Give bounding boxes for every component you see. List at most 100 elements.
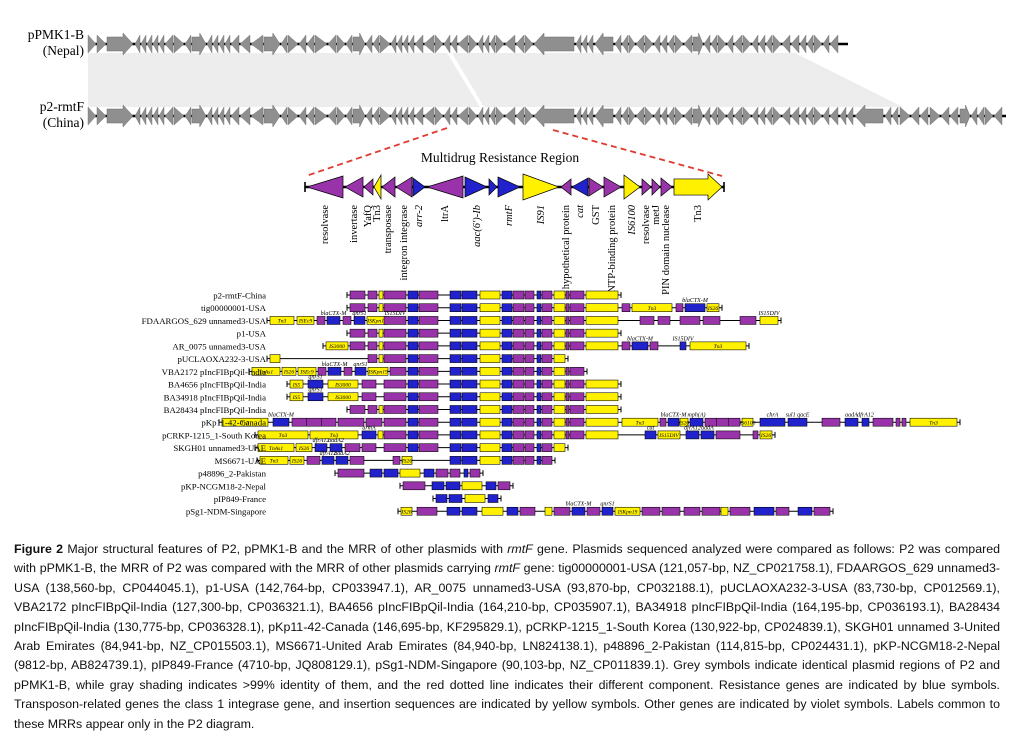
gene-block [449, 328, 462, 338]
identity-shading [88, 53, 480, 107]
gene-arrow [594, 32, 614, 56]
gene-block [512, 316, 525, 325]
gene-block [367, 354, 378, 363]
gene-block [407, 417, 419, 427]
gene-block [759, 430, 773, 440]
gene-arrow [733, 34, 743, 54]
gene-block [553, 417, 566, 427]
gene-arrow [477, 34, 484, 54]
gene-block [571, 506, 586, 516]
gene-small-label: Tn3 [330, 433, 339, 439]
gene-block [297, 367, 317, 376]
gene-arrow [443, 34, 451, 54]
gene-block [449, 316, 462, 325]
gene-block [407, 328, 419, 338]
gene-block [614, 506, 641, 516]
gene-block [383, 468, 399, 478]
gene-block [565, 316, 570, 325]
mrr-gene-label: NTP-binding protein [607, 204, 618, 293]
gene-block [418, 405, 439, 414]
mrr-gene-label: cat [575, 204, 586, 218]
gene-block [349, 341, 366, 351]
gene-arrow [781, 34, 791, 54]
gene-small-label: IS6100 [739, 421, 756, 427]
gene-small-label: Tn3 [714, 344, 723, 350]
gene-block [553, 443, 566, 452]
gene-arrow [581, 106, 588, 126]
gene-arrow [829, 34, 839, 54]
gene-arrow [106, 32, 134, 56]
gene-arrow [250, 34, 264, 54]
plasmid-row: IS3000 blaCTX-M IS15DIV Tn3 AR_0075 unnamed3… [172, 336, 750, 351]
gene-block [501, 341, 513, 351]
mrr-gene-arrow [660, 177, 673, 197]
mrr-connector-dash [552, 129, 723, 177]
gene-block [400, 506, 413, 516]
gene-small-label: IS26 [707, 306, 718, 312]
gene-block [553, 290, 566, 300]
gene-block [487, 494, 499, 503]
gene-block [335, 456, 349, 465]
gene-arrow [504, 106, 516, 126]
gene-block [501, 405, 513, 414]
gene-block [679, 417, 689, 427]
gene-block [565, 290, 570, 300]
gene-block [512, 367, 525, 376]
mrr-gene-arrow [395, 176, 413, 198]
row-label: pUCLAOXA232-3-USA [178, 354, 267, 364]
gene-arrow [703, 34, 711, 54]
gene-block [337, 468, 365, 478]
gene-block [524, 392, 535, 402]
gene-block [289, 379, 304, 389]
gene-block [541, 328, 553, 338]
gene-block [349, 290, 366, 300]
row-label: p48896_2-Pakistan [198, 469, 267, 479]
gene-block [512, 392, 525, 402]
gene-block [377, 430, 384, 440]
gene-block [307, 379, 324, 389]
gene-small-label: IS3000 [334, 395, 351, 401]
gene-block [689, 341, 747, 351]
caption-gene-name: rmtF [494, 561, 520, 576]
gene-arrow [660, 34, 668, 54]
gene-arrow [372, 106, 380, 126]
gene-arrow [703, 106, 711, 126]
gene-block [569, 405, 585, 414]
gene-arrow [799, 106, 807, 126]
gene-block [367, 328, 378, 338]
gene-block [361, 392, 377, 402]
gene-arrow [683, 34, 693, 54]
gene-block [485, 481, 497, 491]
caption-text: gene: tig00000001-USA (121,057-bp, NZ_CP… [14, 561, 1000, 731]
gene-block [541, 341, 553, 351]
gene-block [813, 506, 831, 516]
gene-block [553, 354, 566, 363]
mrr-connector-dash [305, 127, 448, 177]
gene-arrow [146, 106, 153, 126]
gene-block [565, 367, 570, 376]
gene-block [418, 316, 439, 325]
gene-block [327, 367, 342, 376]
gene-arrow [158, 34, 165, 54]
gene-arrow [287, 34, 299, 54]
gene-block [461, 341, 478, 351]
mrr-gene-arrow [673, 173, 723, 201]
gene-arrow [298, 34, 307, 54]
gene-arrow [614, 106, 622, 126]
mrr-gene-arrow [464, 176, 488, 198]
mrr-gene-arrow [412, 177, 426, 197]
gene-block [586, 506, 601, 516]
gene-block [667, 417, 680, 427]
gene-block [269, 354, 281, 363]
gene-block [431, 481, 445, 491]
gene-block [569, 328, 585, 338]
gene-block [392, 456, 401, 465]
gene-block [541, 303, 553, 312]
gene-block [307, 392, 324, 402]
gene-arrow [940, 106, 950, 126]
gene-block [461, 481, 483, 491]
gene-arrow [106, 104, 134, 128]
gene-small-label: IS15DIV [758, 311, 781, 317]
